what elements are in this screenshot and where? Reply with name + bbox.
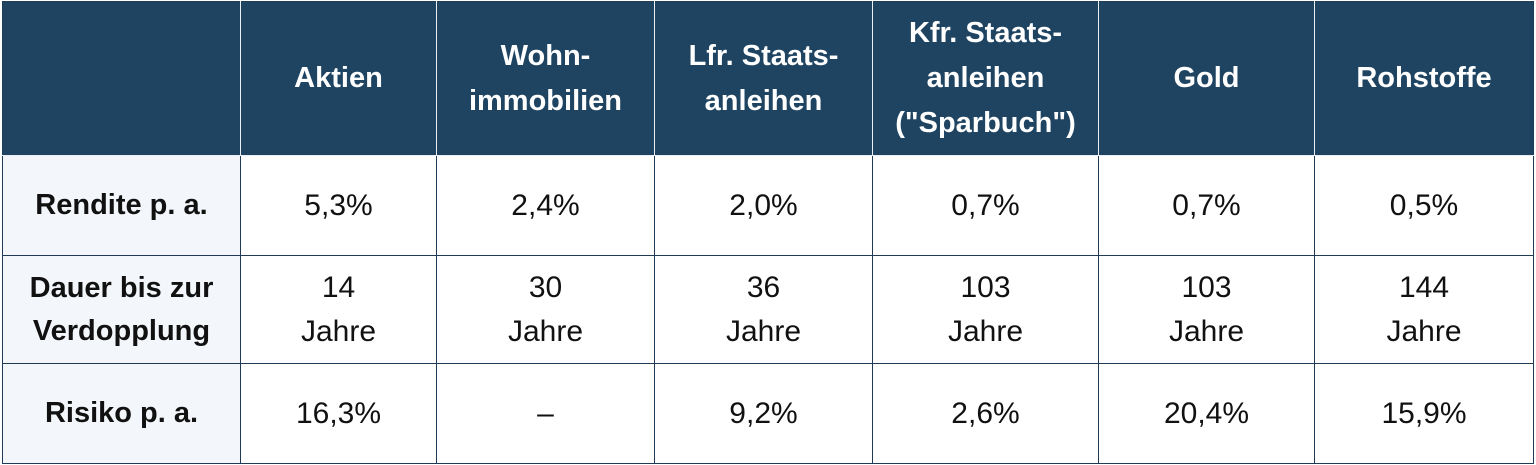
cell-unit: Jahre — [947, 314, 1024, 348]
cell-rendite-gold: 0,7% — [1098, 155, 1315, 256]
cell-value: 5,3% — [304, 188, 373, 222]
row-label-line: Rendite p. a. — [35, 189, 208, 222]
header-line: anleihen — [704, 84, 823, 117]
cell-verdopplung-wohnimmobilien: 30 Jahre — [436, 255, 655, 364]
header-line: Wohn- — [500, 39, 591, 72]
cell-unit: Jahre — [1168, 314, 1245, 348]
header-line: Aktien — [294, 62, 383, 95]
cell-rendite-wohnimmobilien: 2,4% — [436, 155, 655, 256]
row-label-line: Verdopplung — [32, 314, 211, 347]
cell-value: 2,0% — [729, 188, 798, 222]
cell-unit: Jahre — [1386, 314, 1462, 348]
cell-value: 15,9% — [1381, 396, 1467, 430]
cell-value: 0,7% — [1172, 188, 1241, 222]
cell-value: – — [537, 396, 554, 430]
cell-verdopplung-rohstoffe: 144 Jahre — [1314, 255, 1534, 364]
row-label-line: Risiko p. a. — [44, 397, 199, 430]
row-label-risiko: Risiko p. a. — [2, 363, 241, 464]
table-row-risiko: Risiko p. a. 16,3% – 9,2% 2,6% 20,4% 15,… — [2, 363, 1534, 464]
header-line: Rohstoffe — [1356, 62, 1492, 95]
cell-rendite-lfr-staatsanleihen: 2,0% — [654, 155, 873, 256]
cell-value: 14 — [321, 271, 356, 304]
cell-verdopplung-gold: 103 Jahre — [1098, 255, 1315, 364]
cell-value: 2,4% — [511, 188, 580, 222]
cell-risiko-wohnimmobilien: – — [436, 363, 655, 464]
cell-rendite-aktien: 5,3% — [240, 155, 437, 256]
cell-rendite-kfr-staatsanleihen: 0,7% — [872, 155, 1099, 256]
row-label-rendite: Rendite p. a. — [2, 155, 241, 256]
cell-value: 36 — [746, 271, 781, 304]
cell-value: 103 — [1181, 271, 1232, 304]
header-line: ("Sparbuch") — [895, 106, 1076, 139]
cell-rendite-rohstoffe: 0,5% — [1314, 155, 1534, 256]
header-cell-wohnimmobilien: Wohn- immobilien — [436, 1, 655, 156]
cell-verdopplung-aktien: 14 Jahre — [240, 255, 437, 364]
table-body: Rendite p. a. 5,3% 2,4% 2,0% 0,7% 0,7% 0… — [2, 155, 1534, 464]
cell-unit: Jahre — [507, 314, 584, 348]
cell-value: 9,2% — [729, 396, 798, 430]
cell-verdopplung-kfr-staatsanleihen: 103 Jahre — [872, 255, 1099, 364]
cell-unit: Jahre — [300, 314, 377, 348]
cell-verdopplung-lfr-staatsanleihen: 36 Jahre — [654, 255, 873, 364]
cell-risiko-lfr-staatsanleihen: 9,2% — [654, 363, 873, 464]
cell-value: 0,7% — [951, 188, 1020, 222]
header-line: immobilien — [468, 84, 623, 117]
header-cell-lfr-staatsanleihen: Lfr. Staats- anleihen — [654, 1, 873, 156]
cell-value: 30 — [528, 271, 563, 304]
cell-value: 16,3% — [295, 396, 382, 430]
header-cell-rohstoffe: Rohstoffe — [1314, 1, 1534, 156]
header-row: Aktien Wohn- immobilien Lfr. Staats- anl… — [2, 1, 1534, 156]
cell-risiko-gold: 20,4% — [1098, 363, 1315, 464]
cell-value: 20,4% — [1163, 396, 1250, 430]
header-cell-kfr-staatsanleihen: Kfr. Staats- anleihen ("Sparbuch") — [872, 1, 1099, 156]
header-cell-aktien: Aktien — [240, 1, 437, 156]
header-cell-gold: Gold — [1098, 1, 1315, 156]
cell-risiko-rohstoffe: 15,9% — [1314, 363, 1534, 464]
row-label-verdopplung: Dauer bis zur Verdopplung — [2, 255, 241, 364]
table-header: Aktien Wohn- immobilien Lfr. Staats- anl… — [2, 1, 1534, 156]
header-line: Kfr. Staats- — [908, 17, 1063, 50]
cell-value: 103 — [960, 271, 1011, 304]
cell-value: 0,5% — [1389, 188, 1459, 222]
cell-unit: Jahre — [725, 314, 802, 348]
cell-risiko-kfr-staatsanleihen: 2,6% — [872, 363, 1099, 464]
header-corner-cell — [2, 1, 241, 156]
header-line: Lfr. Staats- — [688, 39, 839, 72]
header-line: Gold — [1173, 62, 1240, 95]
table-row-verdopplung: Dauer bis zur Verdopplung 14 Jahre 30 Ja… — [2, 255, 1534, 364]
row-label-line: Dauer bis zur — [29, 272, 214, 305]
cell-value: 144 — [1398, 271, 1450, 304]
cell-risiko-aktien: 16,3% — [240, 363, 437, 464]
cell-value: 2,6% — [951, 396, 1020, 430]
table-row-rendite: Rendite p. a. 5,3% 2,4% 2,0% 0,7% 0,7% 0… — [2, 155, 1534, 256]
header-line: anleihen — [926, 62, 1045, 95]
